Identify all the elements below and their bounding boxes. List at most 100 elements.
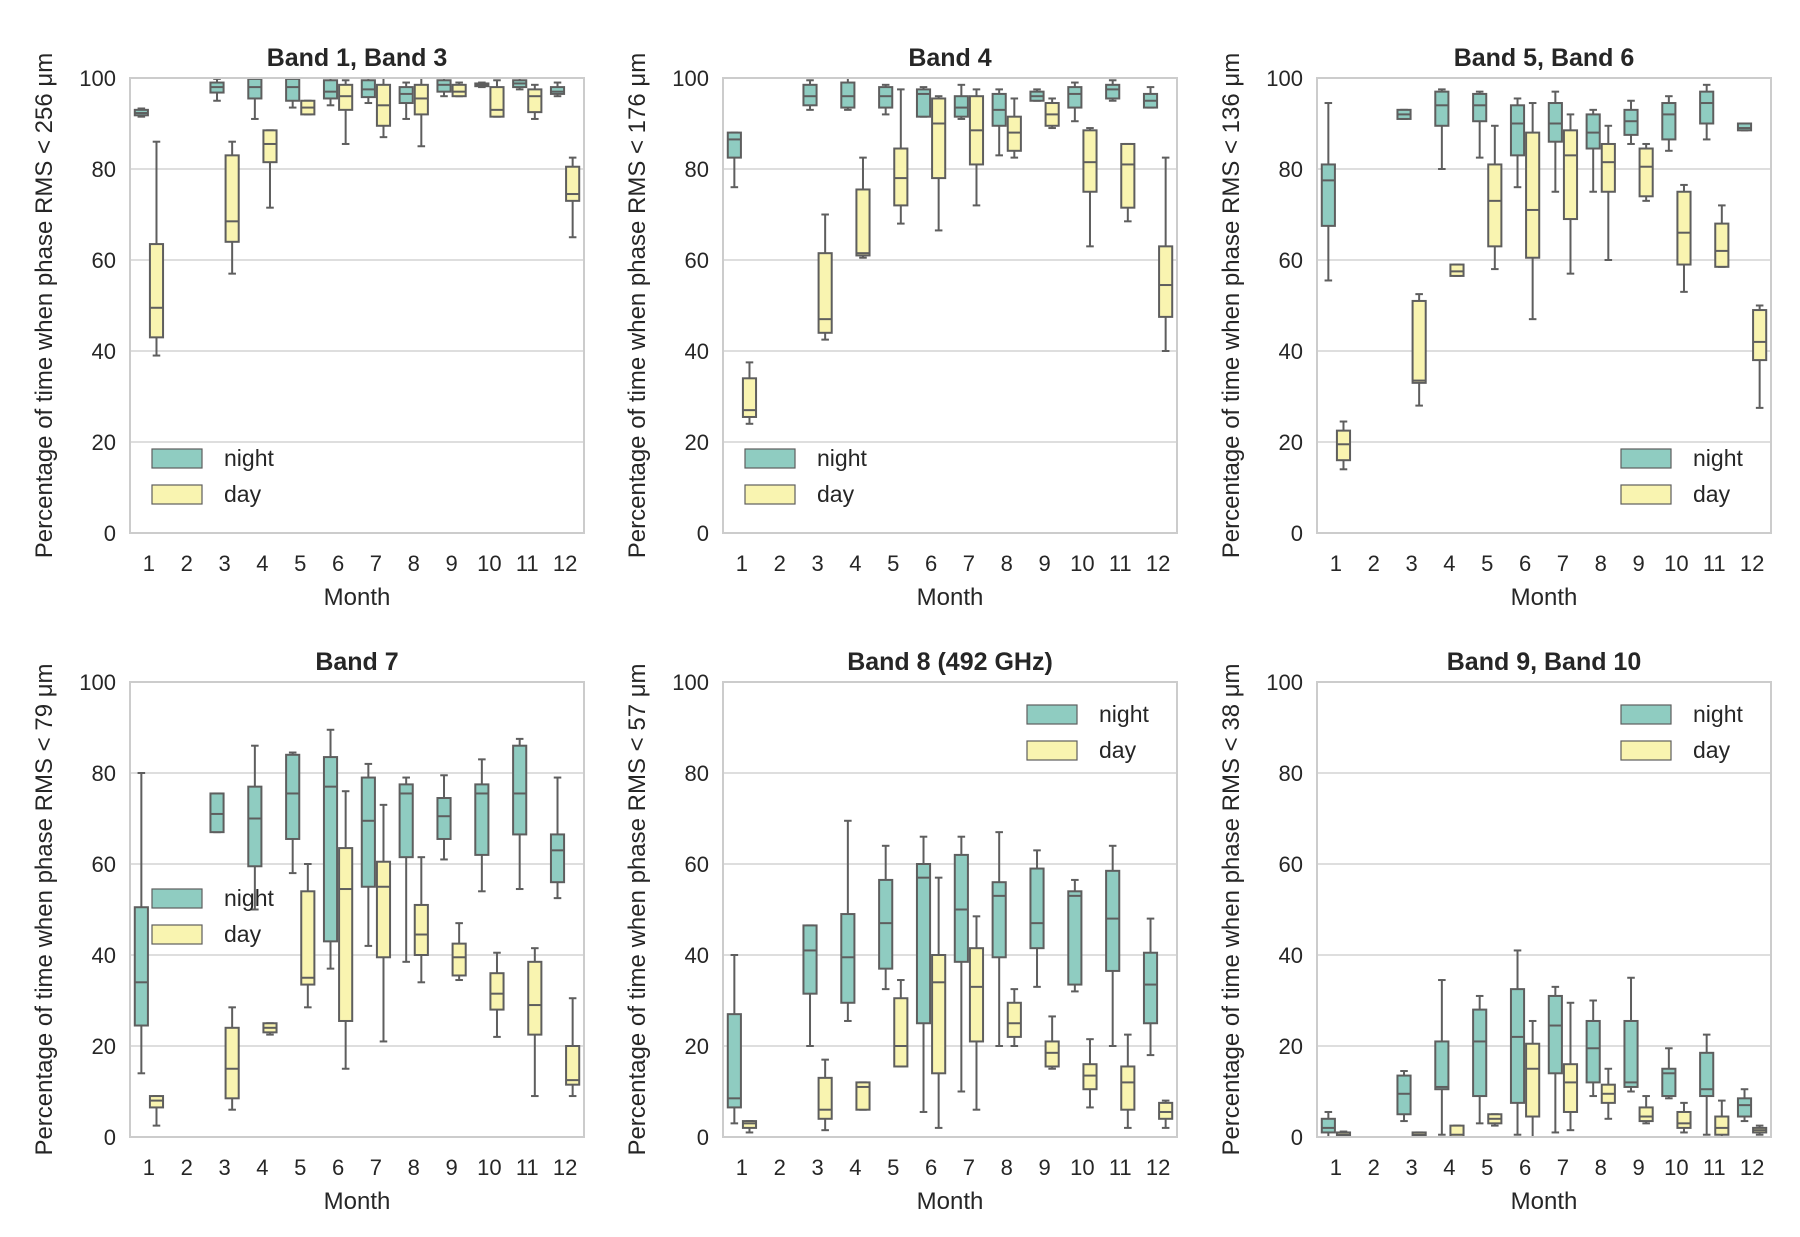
iqr-box [1411,299,1427,384]
iqr-box [802,83,818,107]
x-tick-label: 11 [1109,1155,1132,1180]
iqr-box [1082,129,1098,193]
day-box-month-10 [1082,127,1098,248]
night-box-month-4 [840,77,856,111]
iqr-box [451,83,467,98]
day-box-month-1 [148,1095,165,1127]
x-axis-label: Month [917,584,984,611]
x-tick-label: 2 [774,551,786,576]
y-tick-label: 60 [92,852,116,877]
day-box-month-9 [451,922,467,982]
y-tick-label: 80 [1279,761,1303,786]
x-tick-label: 12 [1740,1155,1764,1180]
day-box-month-4 [855,1081,871,1111]
iqr-box [148,1095,165,1109]
iqr-box [1714,1115,1730,1136]
legend: night day [1620,701,1743,763]
iqr-box [855,1081,871,1111]
legend-label-night: night [1693,445,1743,471]
y-axis-label: Percentage of time when phase RMS < 256 … [31,53,58,558]
iqr-box [1585,1019,1601,1084]
y-tick-label: 40 [1279,339,1303,364]
iqr-box [1472,92,1488,123]
day-box-month-10 [489,951,505,1038]
x-tick-label: 4 [849,1155,861,1180]
iqr-box [1600,142,1616,193]
night-box-month-1 [1320,1110,1336,1138]
iqr-box [1029,867,1045,950]
x-tick-label: 11 [1703,551,1726,576]
x-tick-label: 8 [1595,1155,1607,1180]
panel-title: Band 1, Band 3 [267,44,448,72]
iqr-box [1105,83,1121,100]
y-axis-label: Percentage of time when phase RMS < 136 … [1218,53,1245,558]
iqr-box [398,86,414,105]
iqr-box [1638,1106,1654,1123]
day-box-month-12 [565,156,581,239]
legend-swatch-night [1620,448,1672,469]
day-box-month-1 [1335,420,1352,471]
night-box-month-11 [1105,79,1121,102]
day-box-month-12 [1752,1124,1768,1136]
iqr-box [1562,1063,1579,1113]
night-box-month-6 [322,77,339,107]
y-tick-label: 0 [104,521,116,546]
x-tick-label: 3 [811,1155,823,1180]
day-box-month-8 [1006,988,1022,1047]
x-tick-label: 11 [1109,551,1132,576]
iqr-box [1120,1065,1136,1111]
x-tick-label: 2 [774,1155,786,1180]
night-box-month-8 [991,88,1007,157]
day-box-month-4 [855,156,871,259]
night-box-month-3 [1396,108,1412,120]
plot-frame [129,77,585,534]
y-tick-label: 60 [92,248,116,273]
iqr-box [1562,129,1579,221]
x-tick-label: 2 [1368,1155,1380,1180]
day-box-month-4 [1449,1124,1465,1138]
iqr-box [224,154,240,243]
iqr-box [1585,113,1601,150]
day-box-month-11 [1714,204,1730,268]
night-box-month-12 [1142,86,1159,109]
iqr-box [285,753,301,840]
night-box-month-5 [878,844,894,991]
iqr-box [527,88,543,114]
night-box-month-12 [549,776,566,900]
iqr-box [893,147,909,207]
x-tick-label: 1 [1330,551,1342,576]
iqr-box [726,1013,742,1109]
iqr-box [1661,102,1677,141]
iqr-box [489,86,505,118]
night-box-month-5 [1472,90,1488,159]
iqr-box [247,77,263,100]
night-box-month-4 [247,744,263,911]
iqr-box [322,756,339,943]
day-box-month-4 [262,129,278,209]
night-box-month-10 [1067,81,1083,123]
y-tick-label: 100 [79,670,116,695]
x-tick-label: 1 [143,551,155,576]
iqr-box [360,776,376,888]
x-tick-label: 8 [408,551,420,576]
night-box-month-7 [953,835,969,1093]
x-tick-label: 1 [736,1155,748,1180]
x-tick-label: 11 [516,551,539,576]
x-tick-label: 4 [849,551,861,576]
x-tick-label: 7 [963,551,975,576]
y-tick-label: 60 [685,248,709,273]
legend-swatch-day [151,924,203,945]
y-tick-label: 60 [1279,248,1303,273]
day-box-month-11 [1714,1099,1730,1138]
y-tick-label: 80 [92,761,116,786]
iqr-box [817,1076,833,1120]
iqr-box [1661,1067,1677,1098]
day-box-month-6 [1525,102,1541,321]
iqr-box [1547,102,1563,143]
day-box-month-4 [262,1022,278,1036]
iqr-box [953,853,969,963]
iqr-box [915,863,932,1025]
iqr-box [1105,869,1121,972]
x-tick-label: 4 [256,551,268,576]
